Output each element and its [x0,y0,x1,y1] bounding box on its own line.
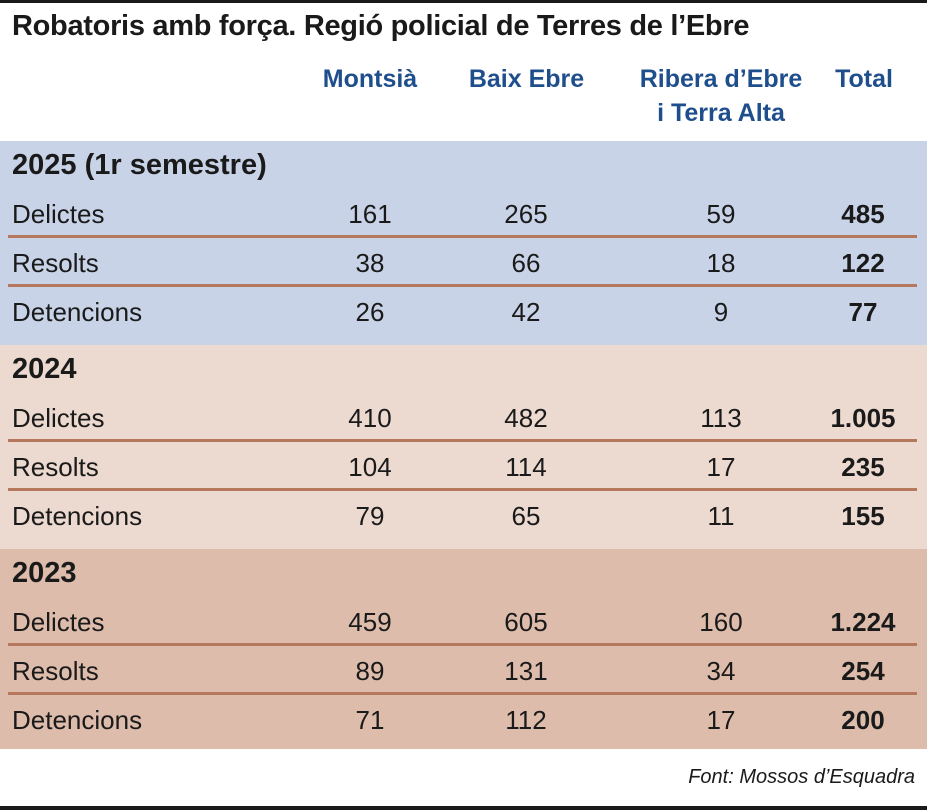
row-label: Delictes [12,607,105,637]
table-row: Resolts 89 131 34 254 [0,648,927,696]
total-cell: 254 [841,656,885,686]
value-cell: 265 [504,199,548,229]
column-header-line: Baix Ebre [468,65,585,93]
value-cell: 66 [511,248,541,278]
value-cell: 459 [348,607,392,637]
column-header-total: Total [820,62,908,96]
value-cell: 11 [707,501,735,531]
total-cell: 155 [841,501,885,531]
table-row: Delictes 410 482 113 1.005 [0,395,927,443]
section-title: 2025 (1r semestre) [12,149,267,181]
column-header-ribera-ebre: Ribera d’Ebre i Terra Alta [625,62,817,130]
row-separator [8,284,917,287]
table-title: Robatoris amb força. Regió policial de T… [12,10,750,42]
row-separator [8,643,917,646]
value-cell: 112 [505,705,547,735]
total-cell: 122 [841,248,885,278]
row-separator [8,488,917,491]
source-note: Font: Mossos d’Esquadra [688,766,915,788]
table-row: Resolts 104 114 17 235 [0,444,927,492]
value-cell: 65 [511,501,541,531]
column-header-line: i Terra Alta [657,99,785,127]
value-cell: 59 [706,199,736,229]
value-cell: 89 [355,656,385,686]
value-cell: 79 [355,501,385,531]
row-separator [8,235,917,238]
table-row: Detencions 71 112 17 200 [0,697,927,745]
value-cell: 482 [504,403,548,433]
value-cell: 42 [511,297,541,327]
value-cell: 34 [706,656,736,686]
value-cell: 71 [355,705,385,735]
value-cell: 160 [699,607,743,637]
value-cell: 131 [504,656,548,686]
row-separator [8,439,917,442]
column-header-line: Ribera d’Ebre [639,65,803,93]
row-label: Resolts [12,656,99,686]
table-row: Detencions 79 65 11 155 [0,493,927,541]
value-cell: 17 [706,705,736,735]
table-row: Delictes 459 605 160 1.224 [0,599,927,647]
value-cell: 26 [355,297,385,327]
section-title: 2023 [12,557,77,589]
total-cell: 77 [848,297,878,327]
table-section: 2023 Delictes 459 605 160 1.224 Resolts 89 131 34… [0,549,927,749]
row-separator [8,692,917,695]
total-cell: 1.224 [830,607,896,637]
row-label: Detencions [12,705,143,735]
column-header-line: Total [835,65,893,93]
value-cell: 17 [706,452,736,482]
row-label: Resolts [12,452,99,482]
column-header-line: Montsià [322,65,418,93]
bottom-rule [0,806,927,810]
total-cell: 1.005 [830,403,896,433]
total-cell: 200 [841,705,885,735]
value-cell: 161 [348,199,392,229]
section-title: 2024 [12,353,77,385]
row-label: Delictes [12,403,105,433]
row-label: Resolts [12,248,99,278]
value-cell: 104 [348,452,392,482]
table-section: 2024 Delictes 410 482 113 1.005 Resolts 104 114 1… [0,345,927,549]
table-section: 2025 (1r semestre) Delictes 161 265 59 485 Res… [0,141,927,345]
value-cell: 18 [706,248,736,278]
value-cell: 410 [348,403,392,433]
total-cell: 235 [841,452,885,482]
value-cell: 38 [355,248,385,278]
row-label: Delictes [12,199,105,229]
row-label: Detencions [12,501,143,531]
column-header-baix-ebre: Baix Ebre [455,62,598,96]
table-row: Delictes 161 265 59 485 [0,191,927,239]
table-row: Resolts 38 66 18 122 [0,240,927,288]
top-rule [0,0,927,3]
column-header-montsia: Montsià [300,62,440,96]
value-cell: 113 [700,403,742,433]
row-label: Detencions [12,297,143,327]
value-cell: 605 [504,607,548,637]
value-cell: 114 [505,452,547,482]
total-cell: 485 [841,199,885,229]
value-cell: 9 [713,297,729,327]
table-row: Detencions 26 42 9 77 [0,289,927,337]
